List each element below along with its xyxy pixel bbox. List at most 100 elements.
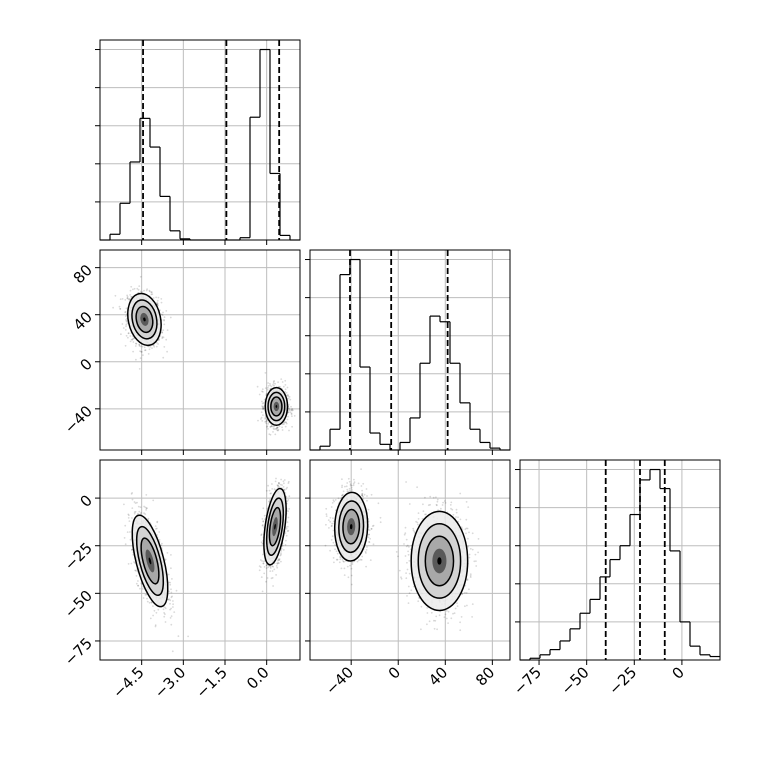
joint-p1-p2-point [282,385,285,388]
joint-p1-p2-point [127,332,130,335]
joint-p1-p3-point [288,495,291,498]
joint-p1-p3-point [285,488,288,490]
joint-p1-p2-point [125,334,128,337]
joint-p1-p3-point [149,617,152,620]
joint-p1-p2-point [277,381,279,384]
joint-p1-p2-frame [99,249,301,451]
joint-p1-p3-point [126,531,129,533]
joint-p1-p2-point [288,409,290,412]
joint-p1-p2-point [160,298,163,300]
joint-p1-p2-point [127,298,130,301]
joint-p1-p3-point [187,635,190,638]
joint-p1-p2-point [287,397,290,400]
joint-p1-p3-point [164,607,167,610]
joint-p1-p2-point [276,426,279,429]
joint-p1-p3-point [270,492,272,495]
joint-p1-p2-point [283,423,285,425]
joint-p1-p3-point [131,498,134,501]
joint-p1-p3-point [283,479,286,481]
joint-p2-p3-point [348,489,351,492]
joint-p1-p3-point [169,599,172,602]
joint-p1-p2-point [281,429,284,431]
joint-p1-p2-point [160,301,163,304]
joint-p1-p2-point [280,378,283,380]
joint-p1-p2-point [285,422,288,425]
joint-p1-p2-point [270,425,273,428]
joint-p1-p2-point [281,426,283,429]
histogram-p2-panel [305,249,511,455]
joint-p1-p2-point [133,337,135,340]
joint-p1-p2-point [134,345,137,347]
joint-p1-p3-point [147,517,150,520]
joint-p1-p2-point [129,340,132,343]
joint-p1-p2-point [285,421,287,424]
joint-p1-p2-point [272,427,275,430]
joint-p1-p2-point [163,316,166,319]
joint-p1-p3-point [170,588,172,591]
joint-p2-p3-point [333,561,335,564]
joint-p1-p3-point [271,565,274,568]
joint-p1-p2-point [165,338,168,341]
joint-p1-p2-point [264,372,267,374]
joint-p1-p3-point [275,574,277,576]
joint-p1-p2-point [145,289,148,292]
joint-p1-p2-point [126,297,129,300]
joint-p1-p2-point [125,323,128,326]
joint-p1-p2-point [291,415,293,418]
joint-p1-p2-point [124,299,127,301]
joint-p1-p3-point [278,562,280,565]
joint-p2-p3-point [325,513,328,516]
joint-p1-p3-point [134,502,137,504]
joint-p1-p3-point [163,612,166,614]
joint-p1-p2-point [149,346,152,348]
joint-p1-p2-ytick-label-1: 0 [77,355,96,374]
joint-p1-p2-point [150,293,153,296]
joint-p2-p3-point [347,477,350,480]
joint-p1-p3-point [170,623,173,626]
joint-p1-p3-point [282,480,285,483]
joint-p1-p3-point [271,483,273,485]
joint-p1-p2-point [267,386,269,389]
joint-p1-p2-point [261,402,264,405]
joint-p1-p3-point [265,567,268,570]
joint-p2-p3-point [361,493,363,495]
joint-p1-p2-point [125,319,127,321]
joint-p1-p2-point [261,406,264,409]
joint-p2-p3-point [330,525,333,528]
joint-p1-p3-point [286,486,288,489]
joint-p1-p3-point [169,583,172,586]
joint-p1-p2-point [166,329,169,331]
joint-p2-p3-point [367,508,370,511]
joint-p1-p3-point [278,559,280,561]
joint-p1-p2-point [270,385,273,388]
joint-p1-p3-point [278,482,280,484]
joint-p1-p2-point [138,343,141,346]
joint-p1-p3-point [128,520,131,522]
joint-p1-p2-point [289,398,292,401]
joint-p1-p3-point [137,580,139,582]
joint-p2-p3-point [350,583,353,586]
joint-p2-p3-point [365,565,367,568]
joint-p1-p3-point [164,613,166,615]
joint-p1-p3-point [145,509,148,511]
joint-p1-p2-point [286,394,289,396]
joint-p1-p2-point [266,425,269,428]
joint-p1-p2-point [139,345,142,348]
joint-p1-p3-point [133,512,136,515]
joint-p1-p3-point [267,484,269,487]
joint-p1-p2-point [130,285,133,288]
joint-p1-p3-point [170,607,173,610]
joint-p1-p2-point [264,387,267,389]
joint-p1-p2-point [279,386,282,388]
joint-p1-p2-point [141,345,144,348]
joint-p1-p3-point [170,615,173,617]
joint-p1-p3-point [275,565,278,567]
joint-p1-p3-point [278,482,280,485]
joint-p1-p3-point [155,528,157,530]
joint-p1-p3-point [270,577,273,580]
joint-p1-p2-point [124,315,127,318]
joint-p1-p3-point [145,507,148,510]
joint-p1-p2-point [273,384,275,387]
joint-p1-p3-point [280,550,283,552]
joint-p2-p3-point [348,480,351,483]
